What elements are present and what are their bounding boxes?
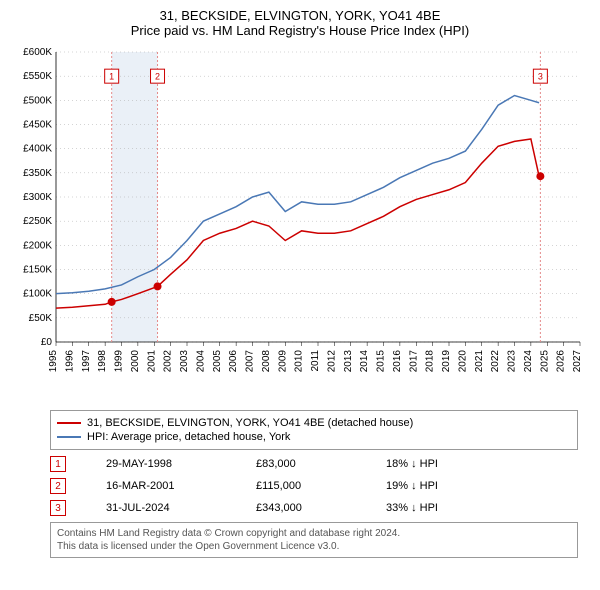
svg-text:£300K: £300K	[23, 192, 52, 203]
svg-text:2021: 2021	[474, 350, 485, 373]
svg-text:1997: 1997	[81, 350, 92, 373]
chart-container: 31, BECKSIDE, ELVINGTON, YORK, YO41 4BE …	[0, 0, 600, 566]
sale-date-2: 16-MAR-2001	[106, 480, 216, 492]
sale-marker-2: 2	[50, 478, 66, 494]
legend-label-hpi: HPI: Average price, detached house, York	[87, 431, 290, 443]
svg-text:£400K: £400K	[23, 144, 52, 155]
svg-text:2002: 2002	[163, 350, 174, 373]
sale-marker-3: 3	[50, 500, 66, 516]
svg-text:£550K: £550K	[23, 71, 52, 82]
svg-text:2027: 2027	[572, 350, 583, 373]
svg-text:2014: 2014	[359, 350, 370, 373]
svg-text:2018: 2018	[425, 350, 436, 373]
sale-date-3: 31-JUL-2024	[106, 502, 216, 514]
sale-date-1: 29-MAY-1998	[106, 458, 216, 470]
sale-diff-2: 19% ↓ HPI	[386, 480, 476, 492]
svg-text:1996: 1996	[64, 350, 75, 373]
svg-text:2019: 2019	[441, 350, 452, 373]
legend-label-property: 31, BECKSIDE, ELVINGTON, YORK, YO41 4BE …	[87, 417, 413, 429]
sale-price-1: £83,000	[256, 458, 346, 470]
svg-text:2013: 2013	[343, 350, 354, 373]
svg-text:£0: £0	[41, 337, 53, 348]
legend-item-property: 31, BECKSIDE, ELVINGTON, YORK, YO41 4BE …	[57, 417, 571, 429]
svg-text:2015: 2015	[376, 350, 387, 373]
svg-text:2005: 2005	[212, 350, 223, 373]
svg-text:3: 3	[538, 72, 543, 82]
svg-text:1: 1	[109, 72, 114, 82]
legend: 31, BECKSIDE, ELVINGTON, YORK, YO41 4BE …	[50, 410, 578, 450]
svg-text:2009: 2009	[277, 350, 288, 373]
svg-text:2022: 2022	[490, 350, 501, 373]
legend-swatch-property	[57, 422, 81, 424]
svg-text:£150K: £150K	[23, 265, 52, 276]
svg-text:2016: 2016	[392, 350, 403, 373]
title-block: 31, BECKSIDE, ELVINGTON, YORK, YO41 4BE …	[10, 8, 590, 38]
sale-row-3: 3 31-JUL-2024 £343,000 33% ↓ HPI	[50, 500, 578, 516]
sales-table: 1 29-MAY-1998 £83,000 18% ↓ HPI 2 16-MAR…	[50, 456, 578, 516]
svg-text:2004: 2004	[195, 350, 206, 373]
svg-text:£250K: £250K	[23, 216, 52, 227]
svg-text:2020: 2020	[457, 350, 468, 373]
footer-line2: This data is licensed under the Open Gov…	[57, 540, 571, 553]
chart-area: £0 £50K £100K £150K £200K £250K £300K £350K £400…	[10, 42, 590, 402]
svg-text:2003: 2003	[179, 350, 190, 373]
sale-diff-1: 18% ↓ HPI	[386, 458, 476, 470]
sale-marker-1: 1	[50, 456, 66, 472]
svg-text:2: 2	[155, 72, 160, 82]
svg-text:2000: 2000	[130, 350, 141, 373]
sale-diff-3: 33% ↓ HPI	[386, 502, 476, 514]
svg-text:2023: 2023	[507, 350, 518, 373]
svg-text:£500K: £500K	[23, 95, 52, 106]
svg-text:2012: 2012	[326, 350, 337, 373]
svg-text:2010: 2010	[294, 350, 305, 373]
svg-text:2025: 2025	[539, 350, 550, 373]
svg-text:2006: 2006	[228, 350, 239, 373]
svg-text:2008: 2008	[261, 350, 272, 373]
svg-text:2011: 2011	[310, 350, 321, 372]
svg-text:1998: 1998	[97, 350, 108, 373]
svg-text:1999: 1999	[114, 350, 125, 373]
sale-row-1: 1 29-MAY-1998 £83,000 18% ↓ HPI	[50, 456, 578, 472]
title-line1: 31, BECKSIDE, ELVINGTON, YORK, YO41 4BE	[10, 8, 590, 23]
legend-item-hpi: HPI: Average price, detached house, York	[57, 431, 571, 443]
sale-price-2: £115,000	[256, 480, 346, 492]
svg-text:2001: 2001	[146, 350, 157, 373]
svg-text:£50K: £50K	[29, 313, 53, 324]
svg-text:£450K: £450K	[23, 120, 52, 131]
sale-price-3: £343,000	[256, 502, 346, 514]
svg-text:2007: 2007	[245, 350, 256, 373]
footer-line1: Contains HM Land Registry data © Crown c…	[57, 527, 571, 540]
svg-text:£600K: £600K	[23, 47, 52, 58]
footer: Contains HM Land Registry data © Crown c…	[50, 522, 578, 558]
svg-text:£200K: £200K	[23, 240, 52, 251]
title-line2: Price paid vs. HM Land Registry's House …	[10, 23, 590, 38]
chart-svg: £0 £50K £100K £150K £200K £250K £300K £350K £400…	[10, 42, 590, 402]
svg-text:2026: 2026	[556, 350, 567, 373]
legend-swatch-hpi	[57, 436, 81, 438]
sale-row-2: 2 16-MAR-2001 £115,000 19% ↓ HPI	[50, 478, 578, 494]
svg-text:£100K: £100K	[23, 289, 52, 300]
svg-text:1995: 1995	[48, 350, 59, 373]
svg-text:£350K: £350K	[23, 168, 52, 179]
svg-text:2017: 2017	[408, 350, 419, 373]
svg-text:2024: 2024	[523, 350, 534, 373]
